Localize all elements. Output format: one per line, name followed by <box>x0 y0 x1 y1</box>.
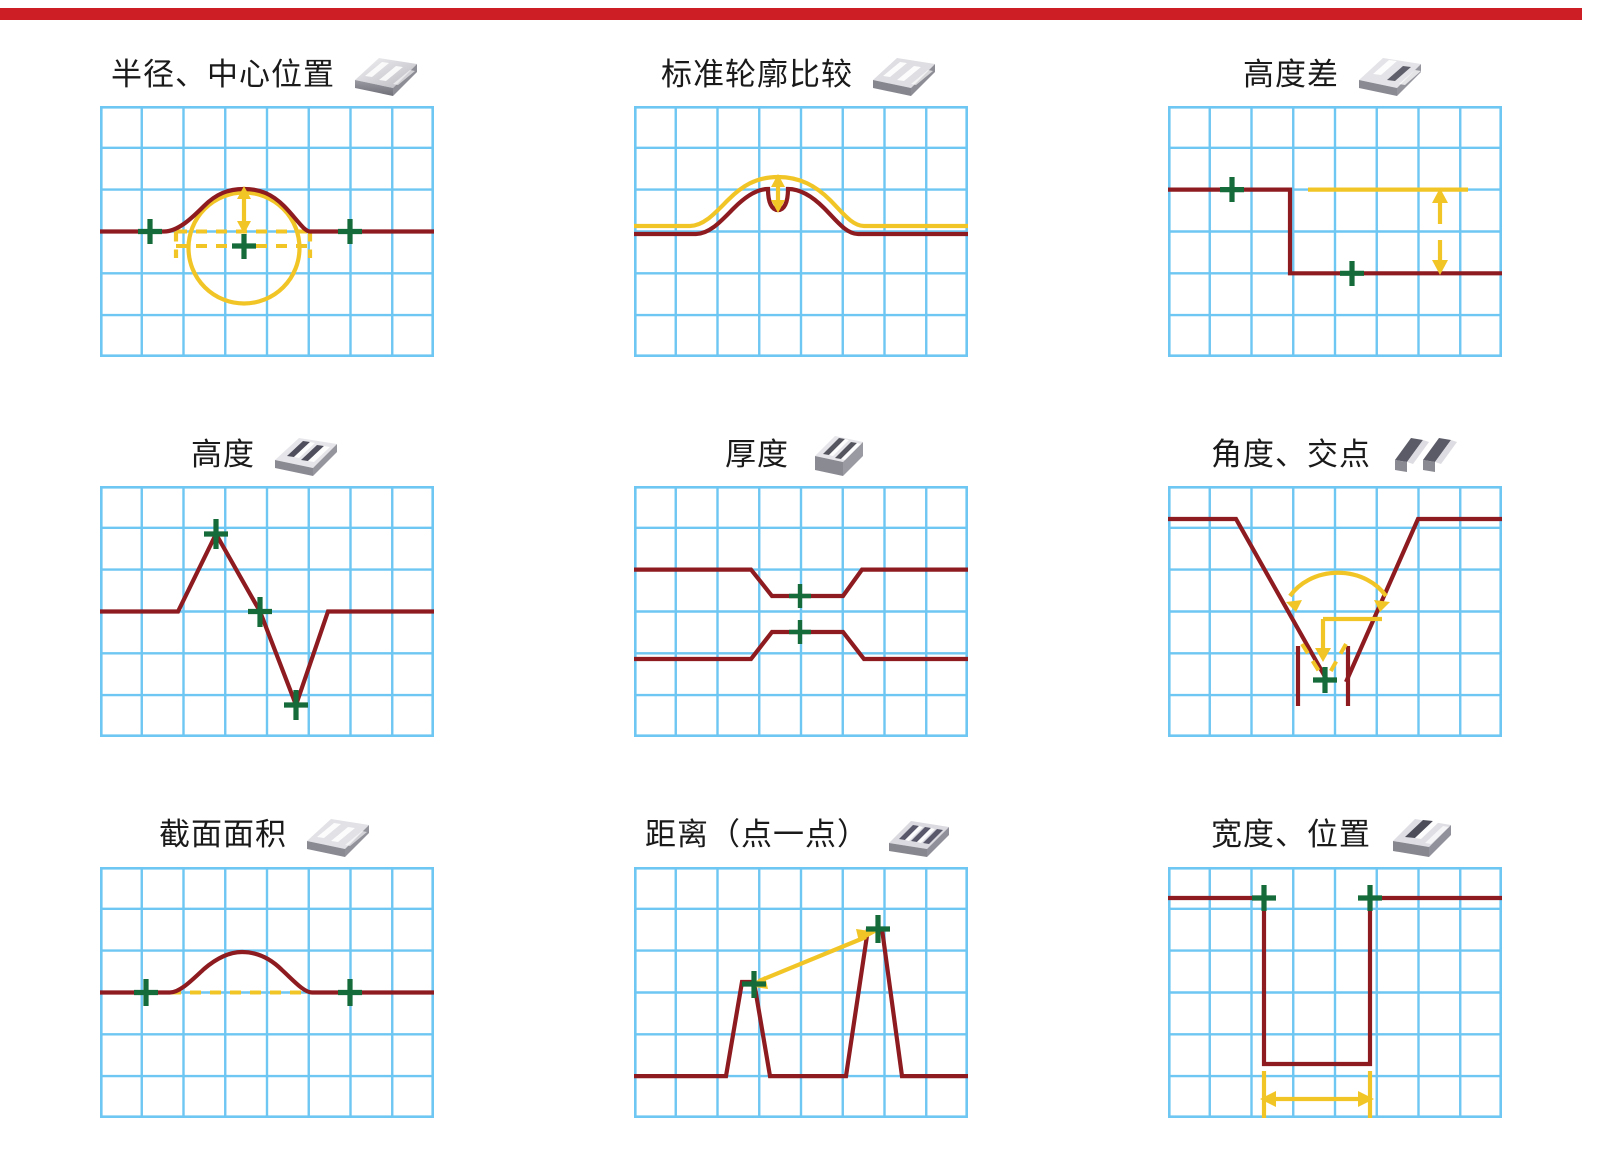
chart-border <box>634 866 968 1118</box>
panel-profile-compare: 标准轮廓比较 <box>534 30 1068 410</box>
step-block-icon <box>1359 58 1421 96</box>
triple-ridge-block-icon <box>889 820 949 857</box>
panel-header: 高度差 <box>1165 44 1505 106</box>
chart-grid <box>634 866 968 1118</box>
chart-border <box>1168 866 1502 1118</box>
profile-chart-width-position <box>1168 866 1502 1118</box>
profile-chart-height <box>100 486 434 738</box>
right-cursor <box>338 978 362 1006</box>
top-accent-bar <box>0 8 1582 20</box>
chart-grid <box>634 486 968 738</box>
chart-grid <box>1168 486 1502 738</box>
panel-title: 截面面积 <box>159 817 287 854</box>
slot-block-icon <box>815 436 863 477</box>
profile-chart-profile-compare <box>634 106 968 357</box>
mid-cursor <box>248 597 272 628</box>
ridge-block-icon <box>307 818 369 857</box>
angle-arc <box>1286 571 1390 613</box>
right-edge-cursor <box>1358 884 1382 911</box>
twin-peak-profile <box>634 926 968 1078</box>
v-groove-right-flank <box>1344 517 1502 684</box>
panel-title: 宽度、位置 <box>1211 817 1371 854</box>
upper-thickness-cursor <box>789 584 811 609</box>
groove-profile <box>1168 895 1502 1066</box>
panel-title: 厚度 <box>725 436 789 473</box>
panel-width-position: 宽度、位置 <box>1068 791 1602 1171</box>
radius-arrow <box>237 186 251 234</box>
intersection-leader <box>1315 617 1382 663</box>
panel-title: 距离（点一点） <box>645 817 869 854</box>
chart-border <box>1168 106 1502 357</box>
dashed-bracket-legs <box>173 231 313 258</box>
chart-border <box>634 486 968 738</box>
valley-cursor <box>284 690 308 721</box>
center-cursor <box>232 234 256 259</box>
right-dashed-extension <box>1326 643 1348 678</box>
chart-border <box>1168 486 1502 738</box>
lower-cursor <box>1340 261 1364 286</box>
panel-height-difference: 高度差 <box>1068 30 1602 410</box>
width-arrow <box>1260 1090 1374 1107</box>
point-to-point-arrow <box>747 928 877 989</box>
panel-title: 标准轮廓比较 <box>661 56 853 93</box>
panel-grid: 半径、中心位置 <box>0 30 1602 1171</box>
intersection-cursor <box>1313 667 1337 694</box>
panel-radius-center: 半径、中心位置 <box>0 30 534 410</box>
panel-title: 角度、交点 <box>1211 436 1371 473</box>
panel-header: 半径、中心位置 <box>97 44 437 106</box>
chart-grid <box>1168 106 1502 357</box>
first-peak-cursor <box>742 970 766 998</box>
v-groove-left-flank <box>1168 517 1330 684</box>
left-cursor <box>138 219 162 244</box>
left-cursor <box>134 978 158 1006</box>
groove-block-icon <box>1393 818 1451 857</box>
chart-border <box>634 106 968 357</box>
right-cursor <box>338 219 362 244</box>
panel-header: 厚度 <box>631 424 971 486</box>
profile-chart-thickness <box>634 486 968 738</box>
chart-grid <box>634 106 968 357</box>
left-edge-cursor <box>1252 884 1276 911</box>
lower-thickness-cursor <box>789 620 811 645</box>
panel-header: 截面面积 <box>97 805 437 867</box>
panel-distance-point-to-point: 距离（点一点） <box>534 791 1068 1171</box>
profile-chart-distance-point-to-point <box>634 866 968 1118</box>
panel-header: 距离（点一点） <box>631 805 971 867</box>
profile-chart-height-difference <box>1168 106 1502 357</box>
height-difference-arrow <box>1432 188 1448 275</box>
panel-header: 高度 <box>97 424 437 486</box>
dome-profile <box>100 949 434 995</box>
panel-header: 标准轮廓比较 <box>631 44 971 106</box>
upper-cursor <box>1220 177 1244 202</box>
second-peak-cursor <box>866 914 890 943</box>
panel-cross-section-area: 截面面积 <box>0 791 534 1171</box>
ridge-block-icon <box>873 58 935 96</box>
chart-grid <box>1168 866 1502 1118</box>
profile-chart-radius-center <box>100 106 434 357</box>
panel-angle-intersection: 角度、交点 <box>1068 410 1602 790</box>
deviation-arrow <box>771 174 785 213</box>
ridge-block-icon <box>355 58 417 96</box>
twin-fin-block-icon <box>1395 438 1457 473</box>
panel-title: 高度差 <box>1243 56 1339 93</box>
peak-cursor <box>204 519 228 550</box>
panel-height: 高度 <box>0 410 534 790</box>
profile-chart-cross-section-area <box>100 866 434 1118</box>
left-dashed-extension <box>1300 643 1324 678</box>
double-ridge-block-icon <box>275 438 337 477</box>
panel-thickness: 厚度 <box>534 410 1068 790</box>
panel-header: 宽度、位置 <box>1165 805 1505 867</box>
panel-title: 高度 <box>191 436 255 473</box>
panel-header: 角度、交点 <box>1165 424 1505 486</box>
panel-title: 半径、中心位置 <box>111 56 335 93</box>
profile-chart-angle-intersection <box>1168 486 1502 738</box>
